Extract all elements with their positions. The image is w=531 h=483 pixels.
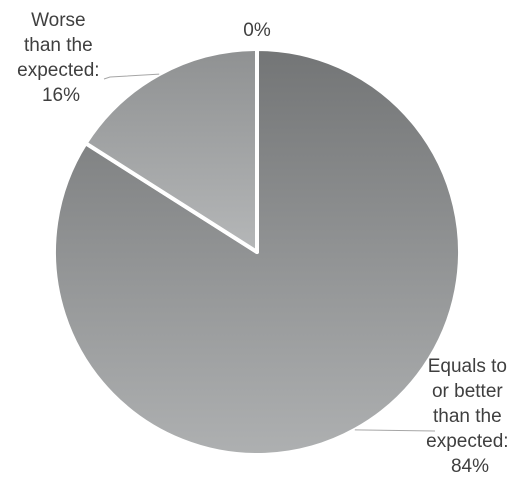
- slice-label-worse: Worse than the expected: 16%: [17, 10, 105, 106]
- slice-label-equals-or-better: Equals to or better than the expected: 8…: [426, 356, 514, 477]
- leader-line-equals-or-better: [354, 429, 436, 432]
- pie-slice-worse: [83, 47, 259, 254]
- label-leader-lines: [103, 73, 436, 432]
- leader-line-worse: [103, 73, 160, 80]
- slice-label-zero: 0%: [243, 20, 271, 41]
- pie-slices: [52, 47, 462, 457]
